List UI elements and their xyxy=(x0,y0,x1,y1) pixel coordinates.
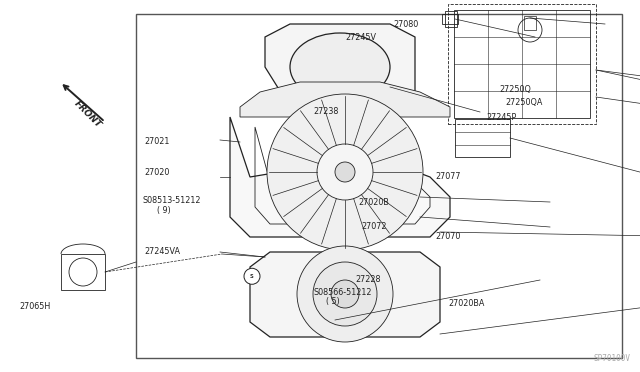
Bar xyxy=(455,119,510,157)
Text: 27245VA: 27245VA xyxy=(144,247,180,256)
Text: 27020B: 27020B xyxy=(358,198,389,207)
Circle shape xyxy=(297,246,393,342)
Text: 27070: 27070 xyxy=(435,232,461,241)
Circle shape xyxy=(331,280,359,308)
Text: 27228: 27228 xyxy=(355,275,381,283)
Text: 27250QA: 27250QA xyxy=(506,98,543,107)
Bar xyxy=(454,10,590,118)
Text: S08513-51212: S08513-51212 xyxy=(142,196,200,205)
Text: S08566-51212: S08566-51212 xyxy=(314,288,372,296)
Text: ( 9): ( 9) xyxy=(157,206,170,215)
Text: 27072: 27072 xyxy=(362,222,387,231)
Text: 27077: 27077 xyxy=(435,172,461,181)
Circle shape xyxy=(267,94,423,250)
Bar xyxy=(442,14,458,24)
Text: 27065H: 27065H xyxy=(19,302,51,311)
Text: 27080: 27080 xyxy=(394,20,419,29)
Text: S: S xyxy=(250,274,254,279)
Text: SP70100V: SP70100V xyxy=(593,354,630,363)
Text: 27245V: 27245V xyxy=(346,33,376,42)
Bar xyxy=(448,4,596,124)
Circle shape xyxy=(317,144,373,200)
Text: 27238: 27238 xyxy=(314,107,339,116)
Bar xyxy=(61,254,105,290)
Text: 27245P: 27245P xyxy=(486,113,516,122)
Polygon shape xyxy=(265,24,415,107)
Circle shape xyxy=(335,162,355,182)
Polygon shape xyxy=(240,82,450,117)
Text: 27020BA: 27020BA xyxy=(448,299,484,308)
Polygon shape xyxy=(230,117,450,237)
Circle shape xyxy=(244,268,260,284)
Bar xyxy=(445,11,457,27)
Polygon shape xyxy=(250,252,440,337)
Text: 27021: 27021 xyxy=(144,137,170,146)
Bar xyxy=(524,16,536,30)
Text: ( 5): ( 5) xyxy=(326,297,340,306)
Text: 27020: 27020 xyxy=(144,169,170,177)
Bar xyxy=(136,14,622,358)
Circle shape xyxy=(313,262,377,326)
Text: FRONT: FRONT xyxy=(73,99,103,129)
Text: 27250Q: 27250Q xyxy=(499,85,531,94)
Ellipse shape xyxy=(290,33,390,101)
